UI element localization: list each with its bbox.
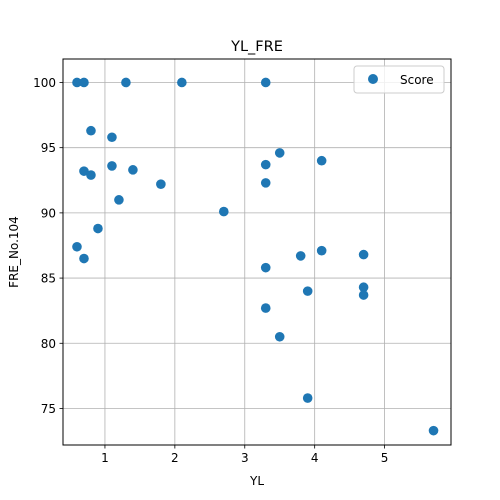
y-axis-label: FRE_No.104 (7, 216, 21, 288)
axis-ticks: 1 2 3 4 5 75 80 85 90 95 100 (33, 76, 388, 465)
data-point (358, 282, 369, 293)
data-points (72, 77, 439, 436)
data-point (316, 245, 327, 256)
data-point (260, 178, 271, 188)
y-tick-label: 90 (41, 206, 56, 220)
x-axis-label: YL (249, 474, 264, 488)
data-point (358, 249, 369, 260)
legend-marker (368, 74, 378, 84)
data-point (86, 170, 96, 180)
data-point (218, 206, 229, 217)
data-point (72, 77, 82, 88)
chart-title: YL_FRE (230, 39, 283, 55)
data-point (358, 290, 369, 300)
x-tick-label: 3 (241, 451, 249, 465)
legend-label: Score (400, 73, 434, 87)
data-point (156, 179, 166, 189)
data-point (93, 223, 103, 234)
data-point (302, 393, 313, 403)
plot-frame (62, 58, 452, 446)
data-point (121, 77, 131, 88)
x-tick-label: 4 (311, 451, 319, 465)
y-tick-label: 75 (41, 402, 56, 416)
data-point (107, 161, 117, 171)
data-point (79, 77, 89, 88)
data-point (316, 155, 327, 166)
legend-box (353, 65, 445, 94)
data-point (295, 251, 306, 261)
data-point (274, 148, 285, 158)
legend: Score (353, 65, 445, 94)
data-point (72, 241, 82, 252)
data-point (79, 166, 89, 176)
y-tick-label: 100 (33, 76, 56, 90)
data-point (114, 195, 124, 205)
data-point (428, 425, 439, 436)
x-tick-label: 1 (101, 451, 109, 465)
x-tick-label: 5 (381, 451, 389, 465)
y-tick-label: 85 (41, 272, 56, 286)
data-point (177, 77, 187, 88)
data-point (274, 331, 285, 342)
y-tick-label: 80 (41, 337, 56, 351)
data-point (260, 262, 271, 273)
data-point (86, 125, 96, 136)
data-point (302, 286, 313, 296)
x-tick-label: 2 (171, 451, 179, 465)
data-point (260, 303, 271, 313)
data-point (128, 165, 138, 175)
data-point (79, 253, 89, 264)
y-tick-label: 95 (41, 141, 56, 155)
data-point (107, 132, 117, 143)
data-point (260, 159, 271, 170)
data-point (260, 77, 271, 88)
